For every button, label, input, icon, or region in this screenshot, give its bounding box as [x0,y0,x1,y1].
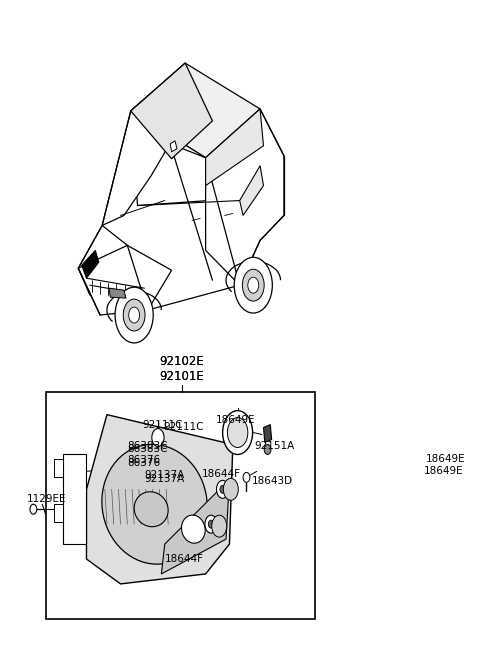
Circle shape [228,418,248,447]
Circle shape [123,299,145,331]
Circle shape [223,478,238,501]
Ellipse shape [181,515,205,543]
Text: 18644F: 18644F [164,554,204,564]
Bar [55,459,63,478]
Text: 86383C: 86383C [127,445,168,455]
Circle shape [243,472,250,482]
Polygon shape [82,251,99,278]
Text: 92102E: 92102E [159,356,204,369]
Circle shape [223,411,252,455]
Polygon shape [161,480,229,574]
Text: 86376: 86376 [127,459,160,468]
Circle shape [205,515,217,533]
Circle shape [212,515,227,537]
Polygon shape [86,415,233,584]
Text: 18644F: 18644F [202,470,241,480]
Text: 1129EE: 1129EE [27,494,67,504]
Polygon shape [78,245,171,315]
Polygon shape [170,141,177,152]
Text: 92111C: 92111C [143,420,183,430]
Polygon shape [109,288,126,298]
Polygon shape [131,63,213,159]
Polygon shape [205,109,264,186]
Ellipse shape [102,444,207,564]
Text: 92137A: 92137A [144,474,185,484]
Text: 18649E: 18649E [423,466,463,476]
Circle shape [152,428,164,447]
Circle shape [115,287,153,343]
Text: 86383C: 86383C [127,441,168,451]
Polygon shape [264,424,272,443]
Polygon shape [102,111,171,226]
Ellipse shape [134,492,168,527]
Circle shape [208,520,214,528]
Circle shape [242,269,264,301]
Text: 92151A: 92151A [254,441,295,451]
Circle shape [129,307,140,323]
Bar [46,392,314,619]
Circle shape [30,504,37,514]
Text: 18643D: 18643D [252,476,293,486]
Circle shape [234,257,272,313]
Text: 92111C: 92111C [163,422,204,432]
Circle shape [220,485,226,493]
Circle shape [248,277,259,293]
Bar [55,504,63,522]
Polygon shape [131,111,209,205]
Circle shape [216,480,229,499]
Polygon shape [78,226,127,295]
Text: 18649E: 18649E [425,455,465,464]
Text: 92101E: 92101E [159,370,204,383]
Text: 86376: 86376 [127,455,160,466]
Circle shape [264,445,271,455]
Text: 18649E: 18649E [216,415,255,424]
Text: 92102E: 92102E [159,356,204,369]
Bar [63,455,86,544]
Polygon shape [131,63,260,157]
Text: 92137A: 92137A [144,470,185,480]
Polygon shape [240,166,264,215]
Text: 92101E: 92101E [159,370,204,383]
Polygon shape [205,109,284,285]
